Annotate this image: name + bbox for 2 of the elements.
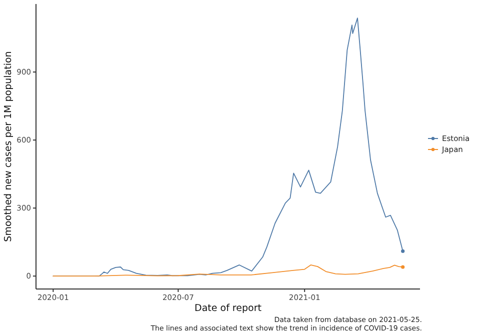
y-axis-title: Smoothed new cases per 1M population [3, 51, 14, 242]
x-axis-title: Date of report [194, 303, 262, 314]
